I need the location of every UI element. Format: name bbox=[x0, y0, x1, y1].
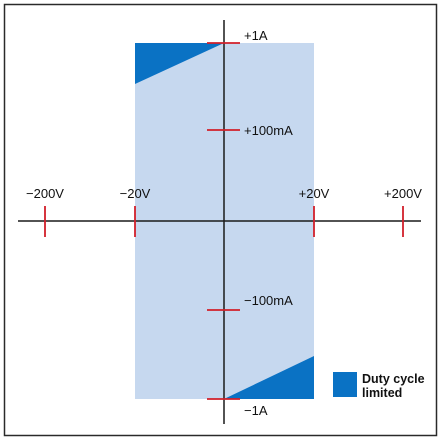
label-plus-100ma: +100mA bbox=[244, 123, 293, 138]
label-minus-200v: −200V bbox=[26, 186, 64, 201]
label-plus-20v: +20V bbox=[299, 186, 330, 201]
duty-cycle-region-top bbox=[135, 43, 224, 84]
legend-swatch bbox=[333, 372, 357, 397]
legend-label-line1: Duty cycle bbox=[362, 372, 425, 386]
label-minus-20v: −20V bbox=[120, 186, 151, 201]
legend: Duty cycle limited bbox=[333, 372, 425, 400]
label-minus-100ma: −100mA bbox=[244, 293, 293, 308]
label-plus-1a: +1A bbox=[244, 28, 268, 43]
duty-cycle-region-bottom bbox=[224, 356, 314, 399]
legend-label-line2: limited bbox=[362, 386, 402, 400]
label-minus-1a: −1A bbox=[244, 403, 268, 418]
label-plus-200v: +200V bbox=[384, 186, 422, 201]
